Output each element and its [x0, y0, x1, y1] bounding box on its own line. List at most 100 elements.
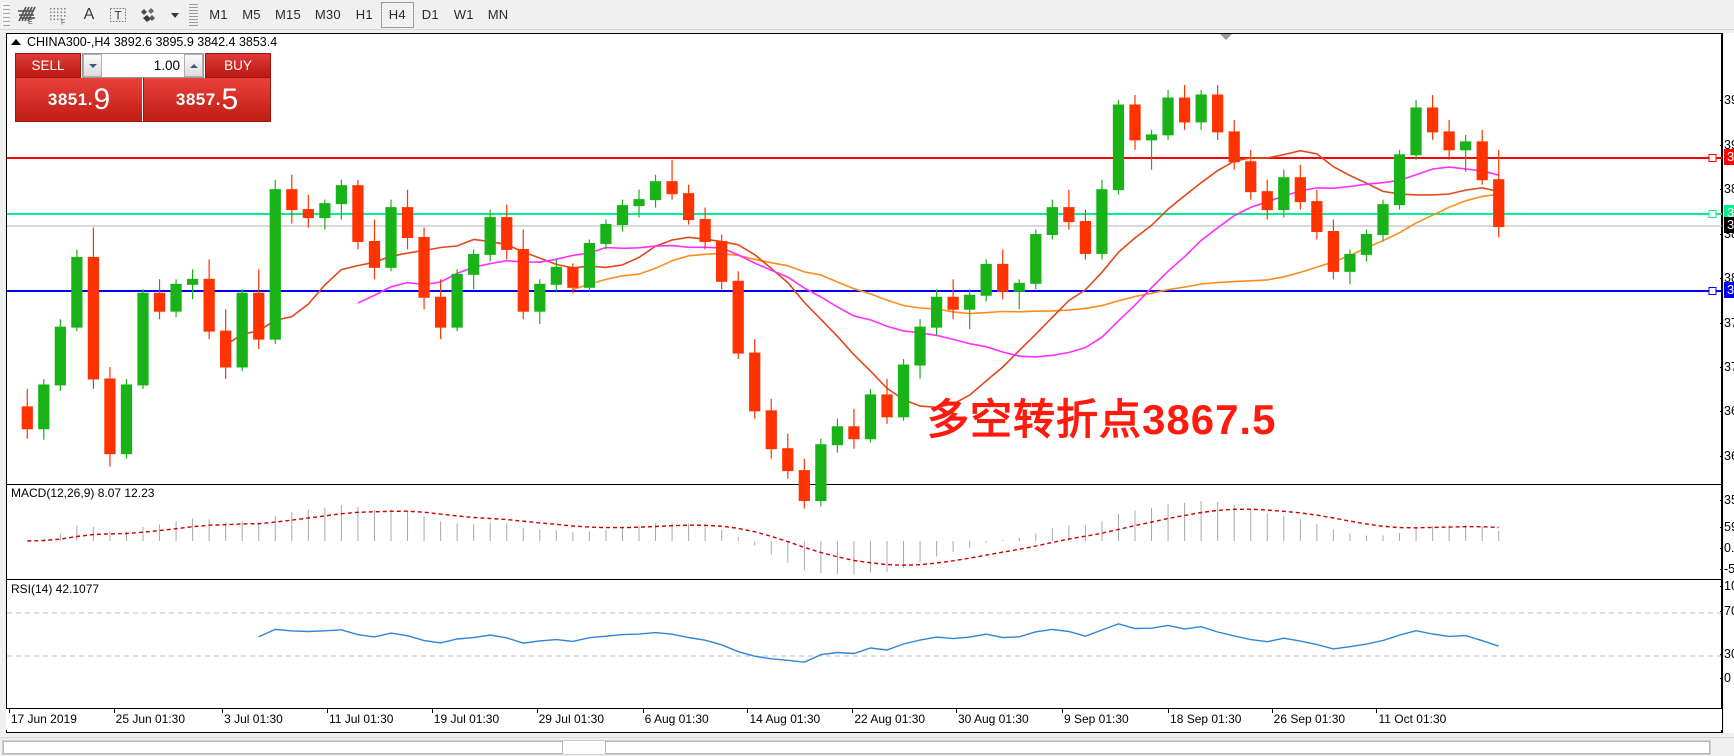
candle-body	[401, 207, 414, 238]
scrollbar-thumb-right[interactable]	[605, 741, 1710, 754]
candle-body	[1410, 107, 1422, 156]
pivot-price-tag[interactable]: 3867.5	[1724, 205, 1734, 221]
collapse-triangle-icon[interactable]	[11, 39, 21, 45]
volume-field[interactable]: 1.00	[82, 53, 204, 78]
pivot-line-handle[interactable]	[1708, 210, 1717, 218]
candle-body	[54, 326, 66, 386]
timeframe-w1[interactable]: W1	[453, 7, 474, 22]
svg-text:F: F	[61, 19, 65, 26]
resistance-line-handle[interactable]	[1708, 154, 1717, 162]
candlestick-series	[21, 85, 1505, 509]
candle-body	[798, 470, 810, 502]
time-tick-12	[1271, 709, 1273, 713]
candle-body	[831, 426, 844, 446]
candle-body	[633, 199, 645, 207]
text-object-icon[interactable]: T	[103, 2, 133, 28]
time-label-0: 17 Jun 2019	[10, 712, 77, 726]
candle-body	[732, 280, 744, 354]
buy-price-display[interactable]: 3857 . 5	[143, 78, 271, 122]
sell-button[interactable]: SELL	[15, 53, 81, 78]
time-axis[interactable]: 17 Jun 2019 25 Jun 01:30 3 Jul 01:30 11 Jul…	[6, 708, 1722, 730]
time-tick-1	[113, 709, 115, 713]
objects-icon[interactable]	[133, 2, 165, 28]
buy-price-separator: .	[215, 89, 221, 109]
support-price-tag[interactable]: 3790.0	[1724, 282, 1734, 298]
indicator-scale-label-5: 30	[1720, 647, 1734, 661]
timeframe-mn[interactable]: MN	[487, 7, 509, 22]
svg-text:T: T	[114, 8, 122, 22]
chart-canvas[interactable]: CHINA300-,H4 3892.6 3895.9 3842.4 3853.4…	[6, 33, 1722, 733]
sell-price-display[interactable]: 3851 . 9	[15, 78, 143, 122]
time-tick-8	[852, 709, 854, 713]
time-label-10: 9 Sep 01:30	[1063, 712, 1129, 726]
objects-dropdown-icon[interactable]	[165, 2, 185, 28]
candle-body	[319, 203, 331, 219]
time-label-4: 19 Jul 01:30	[433, 712, 500, 726]
candle-body	[1327, 231, 1340, 272]
time-label-3: 11 Jul 01:30	[328, 712, 394, 726]
sell-price-separator: .	[87, 89, 93, 109]
price-axis-line	[1721, 33, 1723, 733]
scrollbar-track[interactable]	[2, 740, 1711, 755]
time-label-13: 11 Oct 01:30	[1378, 712, 1447, 726]
chart-top-marker-icon	[1219, 34, 1233, 40]
price-tick-1: 3934.5	[1719, 138, 1734, 152]
time-label-1: 25 Jun 01:30	[115, 712, 186, 726]
time-label-12: 26 Sep 01:30	[1273, 712, 1346, 726]
symbol-ohlc-header: CHINA300-,H4 3892.6 3895.9 3842.4 3853.4	[7, 34, 277, 50]
timeframe-m15[interactable]: M15	[275, 7, 301, 22]
time-tick-10	[1061, 709, 1063, 713]
time-label-6: 6 Aug 01:30	[644, 712, 709, 726]
timeframe-h1[interactable]: H1	[355, 7, 373, 22]
chart-grid-icon[interactable]: F	[43, 2, 75, 28]
support-line-handle[interactable]	[1708, 287, 1717, 295]
candle-body	[418, 236, 430, 298]
volume-increase-button[interactable]	[184, 54, 203, 77]
candle-body	[699, 219, 711, 242]
volume-value[interactable]: 1.00	[153, 58, 180, 73]
buy-price-integer: 3857	[175, 89, 216, 109]
resistance-price-tag[interactable]: 3924.0	[1724, 149, 1734, 165]
one-click-trading-panel[interactable]: SELL 1.00 BUY 3851 . 9	[15, 53, 271, 122]
candle-body	[930, 296, 943, 328]
last-price-tag[interactable]: 3853.4	[1724, 217, 1734, 233]
candle-body	[1228, 131, 1240, 163]
candle-body	[104, 378, 116, 455]
candle-body	[468, 253, 480, 275]
time-label-5: 29 Jul 01:30	[538, 712, 604, 726]
timeframe-m1[interactable]: M1	[209, 7, 228, 22]
candle-body	[236, 292, 248, 368]
candle-body	[914, 326, 926, 366]
candle-body	[1443, 131, 1455, 151]
macd-pane[interactable]: MACD(12,26,9) 8.07 12.23	[7, 484, 1722, 578]
candle-body	[980, 263, 992, 296]
timeframe-h4[interactable]: H4	[380, 1, 414, 28]
candle-body	[501, 217, 513, 250]
text-label-icon[interactable]: A	[83, 5, 95, 23]
candle-body	[1294, 177, 1306, 203]
timeframe-m5[interactable]: M5	[242, 7, 261, 22]
candle-body	[1393, 154, 1406, 206]
price-tick-0: 3979.0	[1719, 93, 1734, 107]
indicator-scale-label-3: 100	[1720, 579, 1734, 593]
candle-body	[765, 410, 777, 450]
candle-body	[21, 406, 33, 430]
scrollbar-thumb-left[interactable]	[3, 741, 563, 754]
candle-body	[451, 273, 463, 328]
candle-body	[1278, 177, 1290, 211]
rsi-line	[258, 623, 1499, 663]
candle-body	[87, 256, 100, 380]
buy-button[interactable]: BUY	[205, 53, 271, 78]
indicators-icon[interactable]: E	[11, 2, 43, 28]
toolbar-grip-handle[interactable]	[2, 2, 10, 27]
price-scale[interactable]: 3979.0 3934.5 3890.0 3845.5 3800.5 3756.0 3711…	[1719, 33, 1734, 733]
timeframe-m30[interactable]: M30	[314, 7, 341, 22]
volume-decrease-button[interactable]	[83, 54, 102, 77]
candle-body	[1245, 161, 1257, 193]
horizontal-scrollbar[interactable]	[0, 737, 1734, 756]
time-label-8: 22 Aug 01:30	[854, 712, 926, 726]
timeframe-d1[interactable]: D1	[421, 7, 439, 22]
time-tick-6	[642, 709, 644, 713]
rsi-pane[interactable]: RSI(14) 42.1077	[7, 579, 1722, 696]
